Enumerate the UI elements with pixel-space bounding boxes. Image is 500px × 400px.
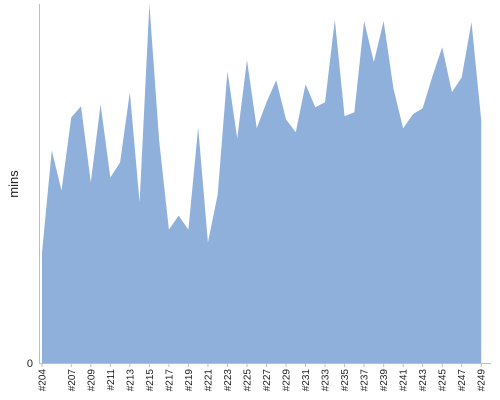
y-axis-label: mins [6,170,21,198]
x-tick-label: #231 [301,369,312,392]
x-tick-label: #233 [321,369,332,392]
area-series-0 [42,4,482,363]
plot-area [41,3,482,363]
x-axis-ticks: #204 #207 #209 #211 #213 #215 #217 #219 #221 #223… [38,363,488,391]
x-tick-label: #239 [379,369,390,392]
x-tick-label: #245 [438,369,449,392]
x-tick-label: #243 [418,369,429,392]
x-tick-label: #249 [477,369,488,392]
x-tick-label: #225 [242,369,253,392]
y-axis-ticks: 0 [27,358,33,370]
x-tick-label: #215 [145,369,156,392]
x-tick-label: #211 [106,369,117,391]
x-tick-label: #223 [223,369,234,392]
x-tick-label: #204 [38,369,49,392]
x-tick-label: #229 [282,369,293,392]
x-tick-label: #221 [203,369,214,392]
x-tick-label: #227 [262,369,273,392]
y-tick-label: 0 [27,358,33,370]
x-tick-label: #219 [184,369,195,392]
x-tick-label: #241 [399,369,410,392]
x-tick-label: #217 [164,369,175,392]
x-tick-label: #247 [457,369,468,392]
x-tick-label: #235 [340,369,351,392]
x-tick-label: #237 [360,369,371,392]
x-tick-label: #207 [67,369,78,392]
x-tick-label: #209 [86,369,97,392]
x-tick-label: #213 [125,369,136,392]
